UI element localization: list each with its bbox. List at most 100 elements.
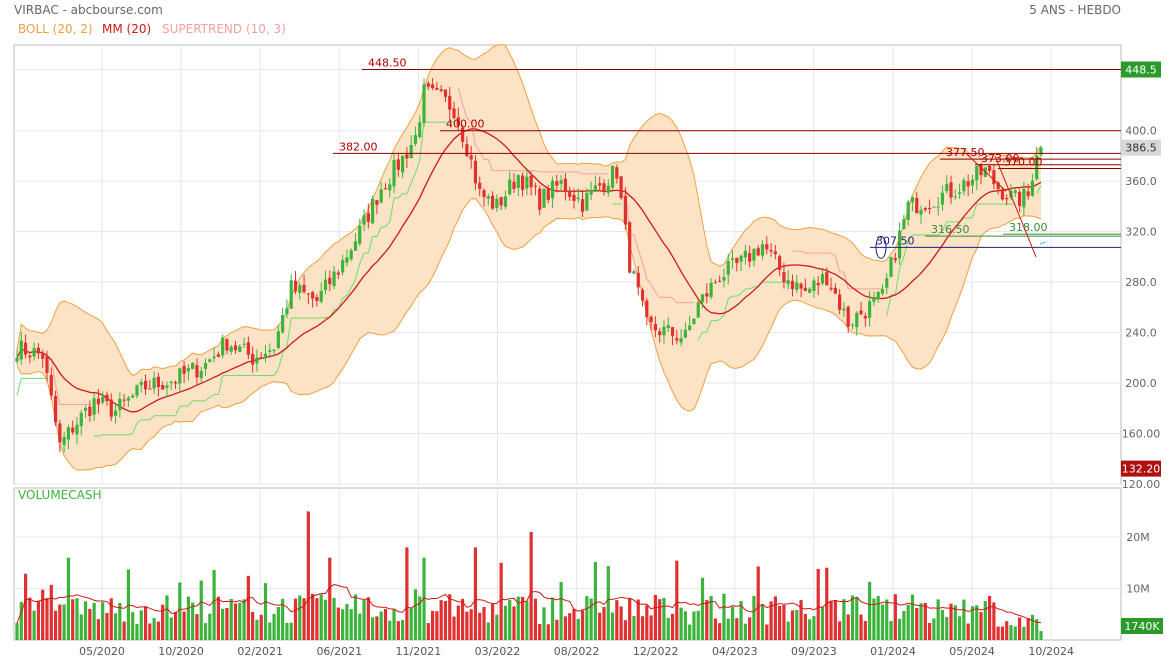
candle-body bbox=[790, 280, 795, 290]
volume-bar bbox=[816, 568, 820, 640]
candle-body bbox=[152, 377, 156, 389]
candle-body bbox=[666, 324, 670, 329]
supertrend-segment bbox=[800, 250, 806, 254]
candle-body bbox=[619, 176, 623, 198]
trendline-blue bbox=[1039, 241, 1047, 245]
candle-body bbox=[949, 182, 953, 198]
candle-body bbox=[96, 398, 101, 405]
volume-bar bbox=[315, 598, 319, 640]
volume-bar bbox=[928, 622, 932, 640]
candle-body bbox=[452, 108, 456, 118]
volume-bar bbox=[949, 603, 953, 640]
candle-body bbox=[289, 280, 293, 309]
volume-bar bbox=[302, 598, 306, 640]
candle-body bbox=[71, 427, 75, 433]
candle-body bbox=[379, 189, 383, 203]
volume-bar bbox=[362, 599, 366, 640]
volume-bar bbox=[1013, 626, 1017, 640]
candle-body bbox=[786, 280, 790, 285]
candle-body bbox=[880, 288, 885, 294]
candle-body bbox=[859, 310, 863, 315]
candle-body bbox=[593, 185, 598, 192]
supertrend-segment bbox=[672, 297, 678, 303]
candle-body bbox=[23, 342, 28, 355]
volume-bar bbox=[996, 626, 1000, 640]
candle-body bbox=[718, 280, 722, 282]
volume-bar bbox=[632, 616, 636, 640]
volume-bar bbox=[409, 608, 413, 640]
volume-bar bbox=[550, 597, 555, 640]
volume-bar bbox=[413, 589, 418, 640]
supertrend-segment bbox=[98, 434, 103, 437]
volume-bar bbox=[319, 594, 323, 640]
volume-bar bbox=[542, 607, 546, 640]
volume-bar bbox=[490, 604, 495, 640]
volume-bar bbox=[71, 599, 75, 640]
volume-tick-label: 20M bbox=[1126, 531, 1150, 544]
price-tick-label: 320.0 bbox=[1125, 226, 1157, 239]
candle-body bbox=[812, 280, 816, 292]
candle-body bbox=[58, 423, 62, 443]
candle-body bbox=[778, 256, 782, 270]
candle-body bbox=[700, 294, 705, 303]
volume-bar bbox=[323, 599, 328, 640]
candle-body bbox=[418, 122, 422, 138]
candle-body bbox=[349, 250, 353, 260]
volume-bar bbox=[906, 604, 910, 640]
volume-bar bbox=[178, 582, 182, 640]
candle-body bbox=[520, 175, 525, 190]
candle-body bbox=[752, 248, 756, 261]
candle-body bbox=[88, 406, 92, 417]
volume-bar bbox=[251, 611, 255, 640]
volume-bar bbox=[970, 606, 975, 640]
volume-bar bbox=[623, 620, 628, 640]
price-tick-label: 280.0 bbox=[1125, 276, 1157, 289]
supertrend-segment bbox=[376, 227, 382, 237]
volume-bar bbox=[482, 607, 486, 640]
volume-bar bbox=[161, 604, 165, 640]
price-tick-label: 400.0 bbox=[1125, 125, 1157, 138]
volume-bar bbox=[45, 598, 49, 640]
candle-body bbox=[448, 95, 452, 110]
volume-bar bbox=[23, 573, 28, 640]
volume-bar bbox=[212, 569, 216, 640]
candle-body bbox=[640, 289, 645, 301]
supertrend-segment bbox=[470, 121, 476, 146]
candle-body bbox=[413, 135, 418, 144]
supertrend-segment bbox=[205, 396, 211, 402]
volume-bar bbox=[533, 598, 538, 640]
volume-bar bbox=[898, 618, 902, 640]
volume-bar bbox=[936, 599, 940, 640]
candle-body bbox=[722, 277, 726, 281]
volume-bar bbox=[208, 613, 212, 640]
volume-bars bbox=[15, 511, 1043, 640]
volume-bar bbox=[957, 616, 962, 640]
supertrend-segment bbox=[397, 193, 403, 199]
supertrend-segment bbox=[899, 256, 905, 269]
candle-body bbox=[499, 197, 503, 206]
volume-bar bbox=[105, 613, 109, 640]
candle-body bbox=[41, 353, 45, 359]
supertrend-segment bbox=[903, 239, 909, 258]
volume-bar bbox=[675, 560, 679, 640]
volume-bar bbox=[75, 598, 79, 640]
volume-bar bbox=[259, 614, 263, 640]
supertrend-segment bbox=[740, 288, 746, 294]
volume-bar bbox=[255, 619, 259, 640]
price-tag-label: 386.5 bbox=[1125, 142, 1157, 155]
volume-bar bbox=[242, 599, 246, 640]
volume-bar bbox=[430, 610, 435, 640]
volume-bar bbox=[268, 622, 272, 640]
volume-bar bbox=[645, 605, 649, 640]
candle-body bbox=[670, 327, 675, 336]
candle-body bbox=[829, 287, 833, 290]
volume-bar bbox=[495, 614, 499, 640]
volume-bar bbox=[700, 577, 705, 640]
bollinger-upper bbox=[16, 43, 1042, 377]
candle-body bbox=[726, 260, 730, 275]
candle-body bbox=[53, 396, 58, 423]
volume-bar bbox=[516, 596, 520, 640]
candle-body bbox=[302, 284, 306, 293]
